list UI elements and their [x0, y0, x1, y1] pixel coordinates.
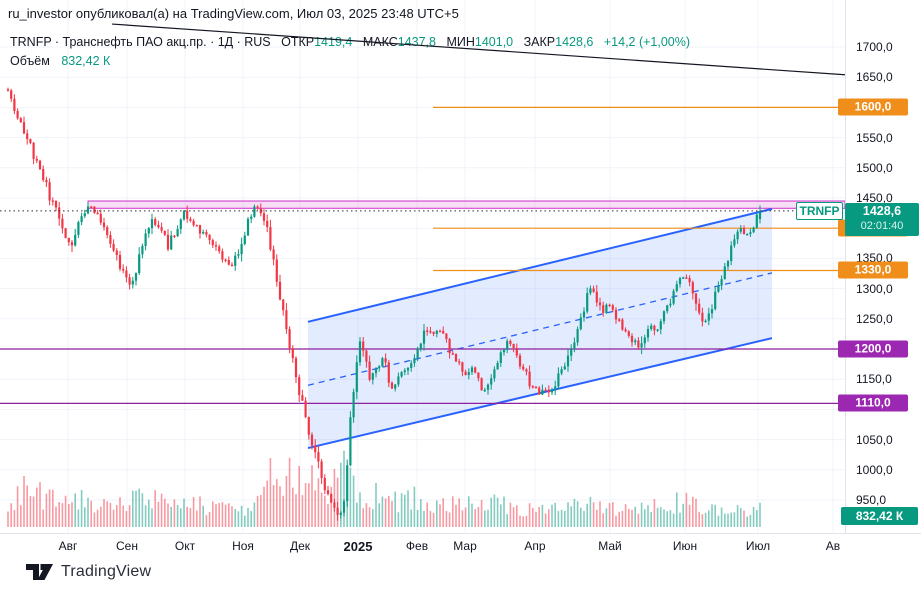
price-tick-label: 950,0	[856, 493, 887, 507]
price-tick-label: 1150,0	[856, 372, 892, 387]
symbol-title: TRNFP · Транснефть ПАО акц.пр. · 1Д · RU…	[10, 35, 271, 49]
chart-legend: TRNFP · Транснефть ПАО акц.пр. · 1Д · RU…	[10, 33, 690, 71]
horizontal-levels	[0, 106, 845, 404]
volume-value: 832,42 К	[61, 54, 111, 68]
volume-label: Объём	[10, 54, 50, 68]
time-tick-label: Май	[598, 539, 622, 553]
last-price-flag[interactable]: 1428,6 02:01:40	[845, 203, 919, 236]
price-tick-label: 1000,0	[856, 462, 893, 477]
tradingview-logo-text: TradingView	[61, 563, 152, 580]
ohlc-close: ЗАКР1428,6	[523, 35, 594, 49]
price-tick-label: 1250,0	[856, 311, 893, 326]
ohlc-low: МИН1401,0	[446, 35, 514, 49]
time-tick-label: Окт	[174, 539, 196, 553]
time-tick-label: Авг	[58, 539, 78, 553]
symbol-price-flag[interactable]: TRNFP	[796, 202, 843, 220]
time-tick-label: Июл	[745, 539, 771, 553]
attribution-text: ru_investor опубликовал(а) на TradingVie…	[8, 6, 459, 21]
price-tick-label: 1450,0	[856, 191, 893, 205]
time-tick-label: Ав	[825, 539, 841, 553]
level-price-label: 1110,0	[838, 394, 908, 412]
price-tick-label: 1500,0	[856, 160, 893, 175]
ohlc-open: ОТКР1419,4	[281, 35, 353, 49]
price-tick-label: 1700,0	[856, 40, 893, 54]
time-tick-label: 2025	[343, 539, 373, 554]
tradingview-logo-icon	[26, 564, 53, 580]
price-tick-label: 1350,0	[856, 251, 893, 266]
price-tick-label: 1550,0	[856, 130, 893, 145]
time-tick-label: Ноя	[232, 539, 254, 553]
last-price-value: 1428,6	[862, 204, 902, 218]
time-tick-label: Мар	[453, 539, 477, 553]
ohlc-high: МАКС1437,8	[362, 35, 436, 49]
volume-legend-row[interactable]: Объём 832,42 К	[10, 52, 690, 71]
session-countdown: 02:01:40	[860, 220, 904, 232]
price-tick-label: 1650,0	[856, 70, 893, 85]
price-tick-label: 1300,0	[856, 281, 893, 296]
tradingview-branding[interactable]: TradingView	[26, 561, 151, 583]
time-axis[interactable]: Авг Сен Окт Ноя Дек 2025 Фев Мар Апр Май Июн Июл Ав	[0, 533, 921, 558]
symbol-legend-row[interactable]: TRNFP · Транснефть ПАО акц.пр. · 1Д · RU…	[10, 33, 690, 52]
level-price-label: 1200,0	[838, 340, 908, 358]
resistance-zone	[87, 200, 845, 209]
price-tick-label: 1050,0	[856, 432, 893, 447]
time-tick-label: Фев	[405, 539, 429, 553]
candles	[6, 87, 762, 521]
ascending-channel	[307, 207, 773, 450]
time-tick-label: Апр	[524, 539, 546, 553]
volume-bars	[7, 450, 761, 527]
time-tick-label: Сен	[116, 539, 138, 553]
time-tick-label: Дек	[289, 539, 311, 553]
level-price-label: 1330,0	[838, 261, 908, 279]
time-tick-label: Июн	[672, 539, 698, 553]
price-chart-canvas[interactable]	[0, 0, 845, 533]
volume-axis-flag: 832,42 К	[841, 507, 918, 525]
level-price-label: 1600,0	[838, 98, 908, 116]
price-change: +14,2 (+1,00%)	[603, 35, 691, 49]
